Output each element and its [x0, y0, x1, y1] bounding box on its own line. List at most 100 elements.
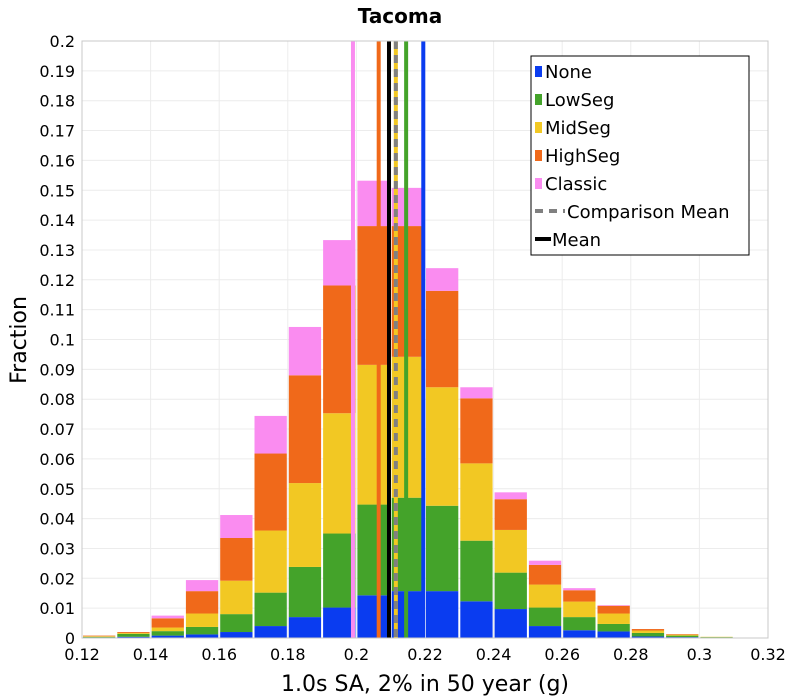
y-tick-label: 0.11 [39, 301, 75, 320]
bar-segment-midseg [151, 627, 184, 632]
bar-segment-none [185, 634, 219, 638]
bar-segment-highseg [117, 632, 150, 633]
legend-swatch-classic [535, 178, 542, 189]
bar-segment-classic [494, 492, 527, 500]
bar-segment-midseg [631, 630, 665, 633]
x-tick-label: 0.16 [201, 645, 237, 664]
bar-segment-highseg [151, 618, 184, 628]
bar-segment-lowseg [494, 572, 527, 610]
x-tick-label: 0.3 [687, 645, 712, 664]
bar-segment-lowseg [426, 505, 459, 592]
bar-segment-highseg [494, 499, 527, 530]
legend-swatch-midseg [535, 122, 542, 133]
legend-swatch-none [535, 66, 542, 77]
bar-segment-classic [357, 180, 390, 227]
y-tick-label: 0.12 [39, 271, 75, 290]
bar-segment-midseg [426, 387, 459, 506]
y-tick-label: 0.19 [39, 62, 75, 81]
y-tick-label: 0.15 [39, 181, 75, 200]
bar-segment-midseg [185, 613, 219, 627]
bar-segment-classic [528, 560, 562, 565]
bar-segment-midseg [357, 364, 390, 505]
y-tick-label: 0.05 [39, 480, 75, 499]
bar-segment-lowseg [597, 623, 630, 632]
bar-segment-highseg [528, 564, 562, 585]
x-tick-label: 0.26 [544, 645, 580, 664]
y-tick-label: 0.06 [39, 450, 75, 469]
x-tick-label: 0.14 [133, 645, 169, 664]
y-tick-label: 0.09 [39, 360, 75, 379]
bar-segment-none [494, 609, 527, 638]
bar-segment-classic [426, 268, 459, 291]
legend-label-highseg: HighSeg [545, 146, 620, 167]
y-tick-label: 0.14 [39, 211, 75, 230]
bar-segment-none [460, 601, 493, 638]
bar-segment-none [597, 631, 630, 638]
bar-segment-lowseg [700, 637, 733, 638]
x-tick-label: 0.18 [270, 645, 306, 664]
bar-segment-lowseg [117, 633, 150, 637]
bar-segment-highseg [631, 629, 665, 631]
bar-segment-midseg [117, 632, 150, 634]
bar-segment-classic [220, 515, 253, 539]
bar-segment-classic [185, 580, 219, 592]
bar-segment-classic [460, 387, 493, 399]
bar-segment-highseg [185, 591, 219, 614]
bar-segment-none [528, 626, 562, 638]
bar-segment-lowseg [563, 617, 596, 631]
bar-segment-none [323, 607, 356, 638]
bar-segment-midseg [323, 413, 356, 534]
bar-segment-midseg [528, 584, 562, 608]
bar-segment-midseg [563, 601, 596, 618]
y-tick-label: 0.1 [50, 331, 75, 350]
y-tick-label: 0.02 [39, 569, 75, 588]
bar-segment-midseg [666, 634, 699, 636]
bar-segment-highseg [563, 590, 596, 602]
x-tick-label: 0.12 [64, 645, 100, 664]
bar-segment-classic [288, 326, 322, 376]
x-tick-label: 0.32 [750, 645, 786, 664]
bar-segment-highseg [426, 290, 459, 388]
bar-segment-highseg [597, 605, 630, 614]
legend-swatch-highseg [535, 150, 542, 161]
bar-segment-lowseg [83, 636, 116, 638]
legend-label-mean: Mean [552, 230, 601, 251]
bar-segment-lowseg [185, 626, 219, 635]
legend: None LowSeg MidSeg HighSeg Classic Comparison… [530, 55, 750, 256]
x-tick-label: 0.2 [344, 645, 369, 664]
y-axis-label: Fraction [7, 296, 32, 384]
bar-segment-lowseg [357, 504, 390, 596]
y-tick-label: 0.03 [39, 539, 75, 558]
legend-swatch-lowseg [535, 94, 542, 105]
bar-segment-highseg [323, 285, 356, 414]
bar-segment-lowseg [220, 614, 253, 633]
bar-segment-lowseg [288, 566, 322, 618]
x-tick-label: 0.24 [476, 645, 512, 664]
x-axis-label: 1.0s SA, 2% in 50 year (g) [281, 672, 569, 697]
bar-segment-highseg [220, 538, 253, 581]
bar-segment-midseg [460, 463, 493, 541]
bar-segment-highseg [288, 375, 322, 484]
bar-segment-highseg [357, 226, 390, 365]
bar-segment-lowseg [666, 635, 699, 638]
bar-segment-none [220, 632, 253, 638]
bar-segment-lowseg [323, 533, 356, 608]
bar-segment-classic [151, 615, 184, 619]
y-tick-label: 0.13 [39, 241, 75, 260]
bar-segment-classic [323, 240, 356, 286]
x-tick-label: 0.22 [407, 645, 443, 664]
mean-lines-layer [350, 41, 426, 638]
bar-segment-none [117, 636, 150, 638]
y-tick-label: 0.08 [39, 390, 75, 409]
bar-segment-lowseg [631, 632, 665, 637]
bar-segment-midseg [288, 483, 322, 567]
legend-label-midseg: MidSeg [545, 118, 611, 139]
bar-segment-highseg [460, 398, 493, 464]
bar-segment-midseg [220, 580, 253, 615]
bar-segment-none [288, 617, 322, 638]
legend-label-classic: Classic [545, 174, 607, 195]
y-tick-label: 0 [65, 629, 75, 648]
bar-segment-classic [597, 605, 630, 606]
bar-segment-none [563, 630, 596, 638]
